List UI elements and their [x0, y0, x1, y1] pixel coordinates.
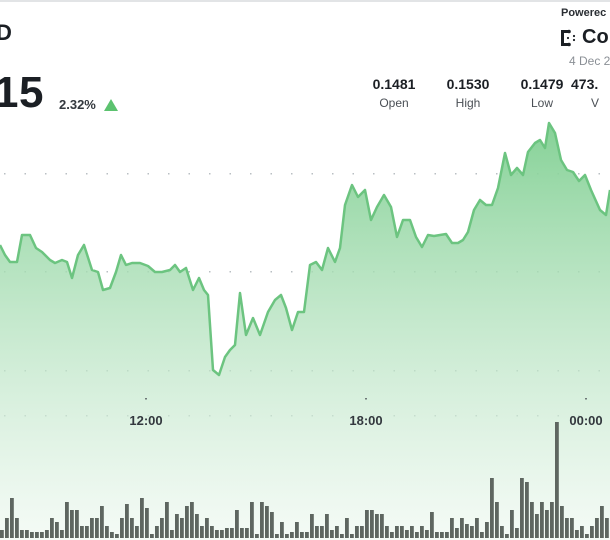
stat-open-value: 0.1481 — [372, 76, 416, 92]
stat-high: 0.1530 High — [438, 76, 498, 110]
stat-volume-value: 473. — [571, 76, 599, 92]
x-tick-label-1800: 18:00 — [349, 413, 383, 428]
powered-by-label: Powerec — [561, 7, 607, 19]
ohlcv-stats: 0.1481 Open 0.1530 High 0.1479 Low 473. … — [360, 76, 610, 116]
volume-bars — [0, 422, 609, 538]
stat-low-value: 0.1479 — [520, 76, 564, 92]
stat-volume: 473. V — [571, 76, 610, 110]
stat-low: 0.1479 Low — [512, 76, 572, 110]
stat-open: 0.1481 Open — [364, 76, 424, 110]
brand-name: Co — [582, 26, 609, 48]
brand-logo-icon — [561, 29, 576, 46]
x-axis-ticks — [145, 398, 587, 400]
x-tick-label-0000: 00:00 — [569, 413, 603, 428]
stat-high-label: High — [455, 96, 481, 110]
brand-logo[interactable]: Co — [560, 26, 609, 49]
x-tick-label-1200: 12:00 — [129, 413, 163, 428]
price-area — [0, 123, 610, 540]
change-percent: 2.32% — [59, 97, 96, 112]
stat-volume-label: V — [591, 96, 600, 110]
up-arrow-icon — [104, 99, 118, 111]
stat-high-value: 0.1530 — [446, 76, 490, 92]
pair-symbol: D — [0, 20, 13, 45]
current-price: 15 — [0, 68, 44, 117]
stat-low-label: Low — [530, 96, 553, 110]
price-line — [0, 121, 610, 377]
top-border — [0, 0, 610, 2]
chart-date: 4 Dec 2 — [569, 54, 610, 68]
stat-open-label: Open — [379, 96, 409, 110]
